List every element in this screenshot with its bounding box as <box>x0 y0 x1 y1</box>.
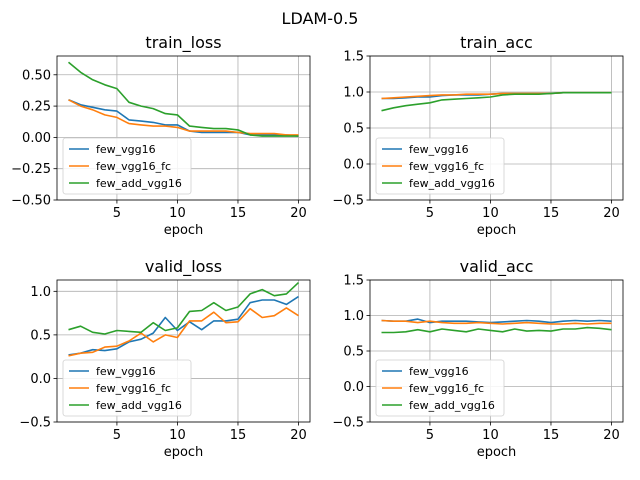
x-tick-label: 10 <box>482 428 499 443</box>
y-tick-label: 1.5 <box>343 50 364 65</box>
axes-frame <box>56 279 311 423</box>
x-tick-label: 20 <box>290 428 307 443</box>
y-tick-label: −0.5 <box>332 416 364 431</box>
y-tick-label: 0.5 <box>30 328 51 343</box>
legend-box <box>375 137 505 195</box>
y-tick-label: 0.50 <box>22 68 51 83</box>
legend-box <box>375 359 505 417</box>
y-tick-label: −0.25 <box>11 162 51 177</box>
x-tick-label: 15 <box>230 428 247 443</box>
series-line-few_add_vgg16 <box>68 282 300 335</box>
legend-label-few_vgg16_fc: few_vgg16_fc <box>96 160 171 173</box>
series-line-few_vgg16_fc <box>381 319 612 325</box>
legend: few_vgg16 few_vgg16_fc few_add_vgg16 <box>375 359 505 417</box>
axes-frame <box>369 55 624 201</box>
x-tick-label: 5 <box>113 428 121 443</box>
axes-frame <box>56 55 311 201</box>
x-tick-label: 20 <box>603 428 620 443</box>
series-line-few_vgg16 <box>68 295 299 356</box>
series-line-few_add_vgg16 <box>381 326 612 334</box>
legend-label-few_vgg16_fc: few_vgg16_fc <box>96 382 171 395</box>
y-tick-label: 1.0 <box>343 86 364 101</box>
legend: few_vgg16 few_vgg16_fc few_add_vgg16 <box>62 359 192 417</box>
series-line-few_vgg16 <box>381 318 612 324</box>
series-line-few_vgg16 <box>68 99 299 137</box>
x-axis-label: epoch <box>477 445 517 460</box>
y-tick-label: 0.00 <box>22 131 51 146</box>
subplot-title: train_acc <box>460 33 533 53</box>
y-tick-label: 0.25 <box>22 100 51 115</box>
axes-frame <box>369 279 624 423</box>
x-axis-label: epoch <box>477 223 517 238</box>
legend-label-few_vgg16: few_vgg16 <box>409 143 469 156</box>
y-tick-label: 0.0 <box>30 372 51 387</box>
subplot-title: train_loss <box>145 33 221 53</box>
y-tick-label: 0.5 <box>343 345 364 360</box>
x-tick-label: 20 <box>603 206 620 221</box>
legend-box <box>62 137 192 195</box>
legend-label-few_vgg16: few_vgg16 <box>96 143 156 156</box>
subplot-train_loss: 5 10 15 20 −0.50 −0.25 0.00 0.25 0.50 train_losse… <box>11 33 311 238</box>
x-tick-label: 10 <box>482 206 499 221</box>
legend-label-few_add_vgg16: few_add_vgg16 <box>409 399 495 412</box>
series-line-few_vgg16_fc <box>68 307 299 357</box>
series-line-few_add_vgg16 <box>67 61 299 137</box>
subplot-title: valid_acc <box>460 257 534 277</box>
legend: few_vgg16 few_vgg16_fc few_add_vgg16 <box>62 137 192 195</box>
x-axis-label: epoch <box>164 445 204 460</box>
x-tick-label: 10 <box>169 206 186 221</box>
subplot-title: valid_loss <box>145 257 222 277</box>
x-tick-label: 15 <box>230 206 247 221</box>
series-line-few_vgg16_fc <box>68 99 299 136</box>
subplots: 5 10 15 20 −0.50 −0.25 0.00 0.25 0.50 train_losse… <box>11 33 624 460</box>
x-tick-label: 5 <box>113 206 121 221</box>
y-tick-label: 1.0 <box>30 285 51 300</box>
y-tick-label: 0.0 <box>343 158 364 173</box>
legend: few_vgg16 few_vgg16_fc few_add_vgg16 <box>375 137 505 195</box>
series-line-few_add_vgg16 <box>381 91 612 112</box>
legend-label-few_vgg16_fc: few_vgg16_fc <box>409 382 484 395</box>
y-tick-label: −0.50 <box>11 194 51 209</box>
y-tick-label: 1.0 <box>343 309 364 324</box>
y-tick-label: 0.0 <box>343 380 364 395</box>
y-tick-label: −0.5 <box>19 416 51 431</box>
x-tick-label: 5 <box>426 428 434 443</box>
legend-label-few_add_vgg16: few_add_vgg16 <box>409 177 495 190</box>
x-tick-label: 15 <box>543 428 560 443</box>
legend-label-few_vgg16: few_vgg16 <box>409 365 469 378</box>
y-tick-label: 1.5 <box>343 274 364 289</box>
y-tick-label: 0.5 <box>343 122 364 137</box>
figure-suptitle: LDAM-0.5 <box>282 9 359 28</box>
legend-box <box>62 359 192 417</box>
x-axis-label: epoch <box>164 223 204 238</box>
legend-label-few_vgg16_fc: few_vgg16_fc <box>409 160 484 173</box>
y-tick-label: −0.5 <box>332 194 364 209</box>
x-tick-label: 20 <box>290 206 307 221</box>
x-tick-label: 15 <box>543 206 560 221</box>
x-tick-label: 5 <box>426 206 434 221</box>
legend-label-few_add_vgg16: few_add_vgg16 <box>96 177 182 190</box>
legend-label-few_add_vgg16: few_add_vgg16 <box>96 399 182 412</box>
legend-label-few_vgg16: few_vgg16 <box>96 365 156 378</box>
x-tick-label: 10 <box>169 428 186 443</box>
